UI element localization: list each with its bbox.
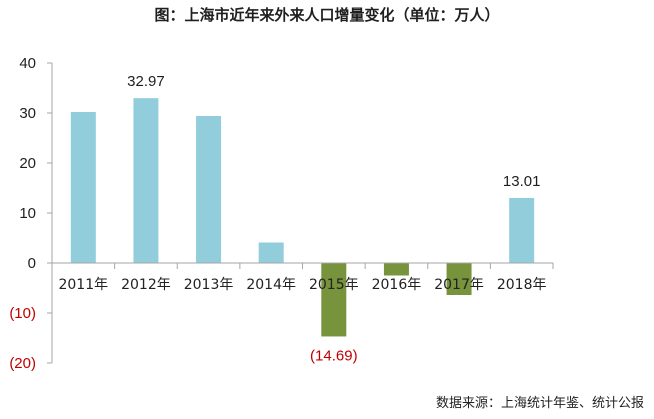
- x-tick-label: 2011年: [58, 277, 108, 293]
- axes: [47, 62, 554, 364]
- data-labels: 32.97 (14.69) 13.01: [127, 73, 540, 364]
- data-label: 32.97: [127, 73, 165, 90]
- y-tick-label: 0: [28, 255, 36, 272]
- x-tick-label: 2014年: [246, 277, 296, 293]
- data-label: 13.01: [503, 173, 541, 190]
- x-tick-label: 2013年: [184, 277, 234, 293]
- y-tick-label: 40: [19, 55, 36, 72]
- bars: [70, 98, 535, 337]
- bar-2018年: [509, 197, 535, 263]
- y-tick-label: (20): [9, 355, 36, 372]
- bar-2015年: [321, 263, 347, 337]
- x-axis-ticks: 2011年 2012年 2013年 2014年 2015年 2016年 2017年 2018年: [58, 277, 546, 293]
- y-tick-label: 10: [19, 205, 36, 222]
- chart-title: 图：上海市近年来外来人口增量变化（单位：万人）: [154, 6, 500, 24]
- bar-2013年: [196, 116, 222, 263]
- y-tick-label: 30: [19, 105, 36, 122]
- x-tick-label: 2017年: [434, 277, 484, 293]
- bar-2014年: [258, 242, 284, 263]
- source-note: 数据来源：上海统计年鉴、统计公报: [435, 396, 644, 411]
- bar-2011年: [70, 112, 96, 263]
- bar-2017年: [446, 263, 472, 295]
- y-axis-ticks: 40 30 20 10 0 (10) (20): [9, 55, 36, 372]
- y-tick-label: 20: [19, 155, 36, 172]
- x-tick-label: 2018年: [497, 277, 547, 293]
- bar-2016年: [383, 263, 409, 276]
- x-tick-label: 2012年: [121, 277, 171, 293]
- x-tick-label: 2015年: [309, 277, 359, 293]
- x-tick-label: 2016年: [372, 277, 422, 293]
- bar-2012年: [133, 98, 159, 264]
- y-tick-label: (10): [9, 305, 36, 322]
- data-label: (14.69): [310, 347, 358, 364]
